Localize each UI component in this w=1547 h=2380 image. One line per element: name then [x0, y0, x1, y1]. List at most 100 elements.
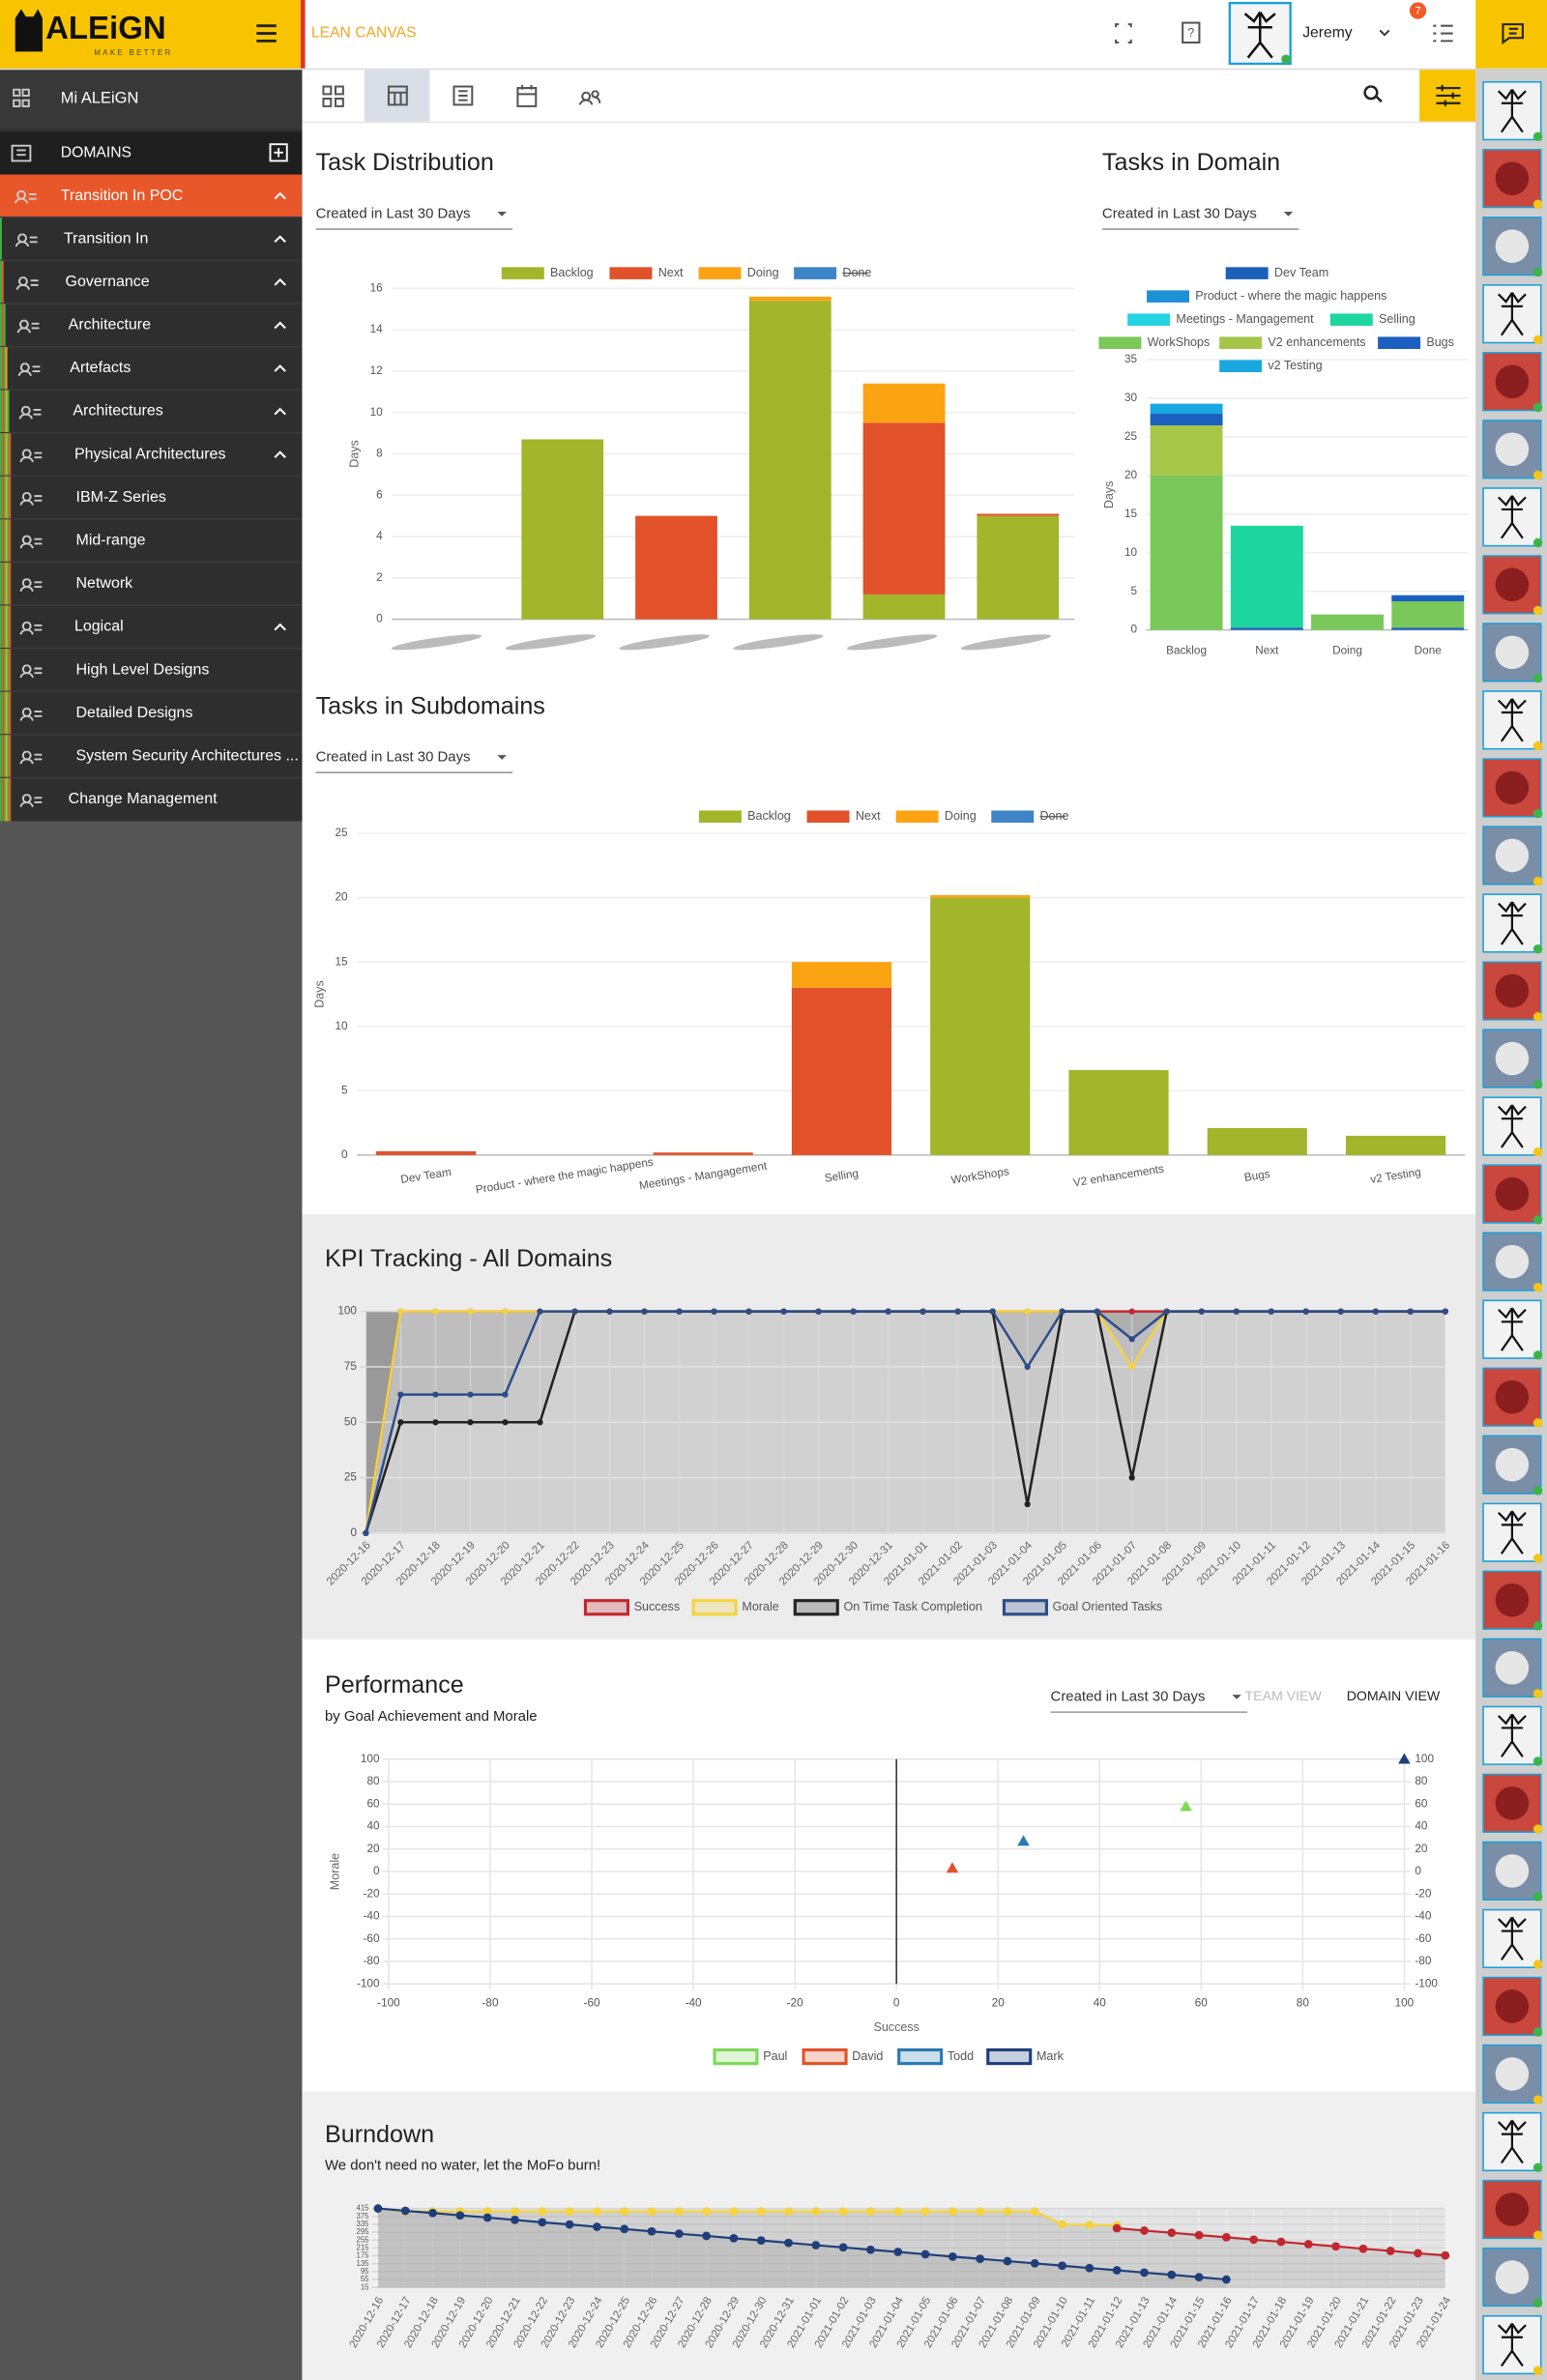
tab-team[interactable]: [578, 90, 601, 105]
legend-swatch[interactable]: [698, 267, 742, 279]
tab-dashboard[interactable]: [322, 85, 344, 107]
legend-label[interactable]: Paul: [763, 2049, 787, 2063]
legend-swatch[interactable]: [501, 267, 544, 279]
collapse-chevron[interactable]: [274, 277, 286, 286]
filter-dropdown[interactable]: Created in Last 30 Days: [1051, 1689, 1206, 1704]
legend-swatch[interactable]: [1219, 360, 1263, 373]
collapse-chevron[interactable]: [274, 407, 286, 416]
legend-label[interactable]: V2 enhancements: [1268, 335, 1365, 349]
legend-swatch[interactable]: [986, 2047, 1033, 2066]
legend-swatch[interactable]: [895, 810, 939, 824]
collapse-chevron[interactable]: [274, 321, 286, 330]
filter-dropdown[interactable]: Created in Last 30 Days: [316, 206, 471, 221]
add-domain[interactable]: [269, 143, 288, 162]
legend-swatch[interactable]: [897, 2047, 944, 2066]
legend-label[interactable]: Meetings - Mangagement: [1176, 312, 1314, 326]
legend-label[interactable]: Done: [1040, 809, 1069, 823]
sidebar-item[interactable]: Transition In: [64, 230, 148, 247]
home-link[interactable]: Mi ALEiGN: [61, 89, 139, 106]
sidebar-item[interactable]: Physical Architectures: [74, 446, 226, 462]
collapse-chevron[interactable]: [274, 623, 286, 631]
tab-list[interactable]: [452, 85, 474, 106]
legend-swatch[interactable]: [1329, 313, 1373, 326]
sidebar-item[interactable]: Change Management: [69, 791, 218, 807]
sidebar-item[interactable]: Transition In POC: [61, 188, 184, 204]
legend-label[interactable]: Todd: [948, 2049, 974, 2063]
legend-label[interactable]: Product - where the magic happens: [1195, 289, 1386, 303]
legend-swatch[interactable]: [1225, 267, 1269, 279]
search-icon[interactable]: [1363, 85, 1383, 103]
legend-swatch[interactable]: [802, 2047, 848, 2066]
collapse-chevron[interactable]: [274, 364, 286, 372]
legend-swatch[interactable]: [1127, 313, 1171, 326]
view-toggle[interactable]: DOMAIN VIEW: [1347, 1688, 1441, 1703]
sidebar-item[interactable]: Artefacts: [70, 360, 131, 376]
legend-swatch[interactable]: [713, 2047, 759, 2066]
legend-label[interactable]: Goal Oriented Tasks: [1053, 1600, 1162, 1613]
legend-label[interactable]: v2 Testing: [1268, 359, 1322, 372]
legend-label[interactable]: Selling: [1379, 312, 1416, 326]
user-name[interactable]: Jeremy: [1302, 25, 1353, 42]
legend-swatch[interactable]: [1219, 336, 1263, 349]
dropdown-caret[interactable]: [1232, 1695, 1241, 1699]
filter-dropdown[interactable]: Created in Last 30 Days: [316, 749, 471, 765]
sidebar-item[interactable]: High Level Designs: [76, 661, 210, 678]
view-toggle[interactable]: TEAM VIEW: [1245, 1688, 1323, 1703]
legend-label[interactable]: Doing: [747, 266, 779, 279]
legend-label[interactable]: Doing: [945, 809, 977, 823]
sidebar-item[interactable]: Network: [76, 575, 134, 592]
home-row[interactable]: [0, 68, 303, 130]
legend-swatch[interactable]: [698, 810, 742, 824]
legend-label[interactable]: Next: [658, 266, 684, 279]
team-avatar[interactable]: [1482, 2179, 1542, 2240]
domains-row[interactable]: [0, 131, 303, 175]
legend-label[interactable]: Morale: [742, 1600, 778, 1613]
help-icon[interactable]: [1182, 21, 1201, 44]
sidebar-item[interactable]: Governance: [66, 274, 150, 290]
legend-label[interactable]: David: [852, 2049, 883, 2063]
legend-swatch[interactable]: [991, 810, 1035, 824]
sidebar-item[interactable]: Architectures: [73, 403, 162, 420]
legend-label[interactable]: Backlog: [747, 809, 791, 823]
list-icon[interactable]: [1433, 24, 1453, 43]
legend-swatch[interactable]: [691, 1599, 738, 1616]
legend-swatch[interactable]: [1098, 336, 1142, 349]
sidebar-item[interactable]: Detailed Designs: [76, 705, 193, 721]
legend-label[interactable]: WorkShops: [1148, 335, 1211, 349]
legend-label[interactable]: Next: [856, 809, 881, 823]
legend-label[interactable]: On Time Task Completion: [844, 1600, 982, 1613]
legend-swatch[interactable]: [806, 810, 850, 824]
active-item[interactable]: [0, 174, 303, 218]
notification-badge[interactable]: [1409, 2, 1427, 19]
tab-calendar[interactable]: [516, 84, 538, 107]
dropdown-caret[interactable]: [1283, 212, 1294, 217]
sidebar-item[interactable]: Architecture: [69, 317, 151, 334]
dropdown-caret[interactable]: [497, 212, 507, 217]
legend-swatch[interactable]: [793, 1599, 839, 1616]
collapse-chevron[interactable]: [274, 450, 286, 458]
legend-swatch[interactable]: [1378, 336, 1421, 349]
collapse-chevron[interactable]: [274, 235, 286, 244]
legend-swatch[interactable]: [583, 1599, 629, 1616]
fullscreen-icon[interactable]: [1115, 23, 1132, 44]
legend-swatch[interactable]: [1147, 290, 1190, 303]
dropdown-caret[interactable]: [497, 755, 507, 760]
sidebar-item[interactable]: Mid-range: [76, 533, 146, 549]
sidebar-item[interactable]: System Security Architectures ...: [76, 747, 299, 764]
legend-swatch[interactable]: [609, 267, 653, 279]
active-tab[interactable]: [364, 70, 430, 122]
legend-label[interactable]: Bugs: [1426, 335, 1454, 349]
legend-label[interactable]: Success: [634, 1600, 680, 1613]
tab-canvas[interactable]: [387, 85, 408, 106]
logo[interactable]: ALEiGN: [45, 10, 166, 45]
sidebar-item[interactable]: IBM-Z Series: [76, 489, 166, 506]
legend-swatch[interactable]: [1002, 1599, 1048, 1616]
menu-toggle[interactable]: [256, 24, 277, 43]
hamburger[interactable]: [256, 24, 277, 43]
legend-swatch[interactable]: [794, 267, 837, 279]
filter-dropdown[interactable]: Created in Last 30 Days: [1102, 206, 1257, 221]
legend-label[interactable]: Done: [842, 266, 871, 279]
user-menu-caret[interactable]: [1379, 29, 1390, 37]
legend-label[interactable]: Backlog: [550, 266, 594, 279]
legend-label[interactable]: Dev Team: [1274, 266, 1328, 279]
